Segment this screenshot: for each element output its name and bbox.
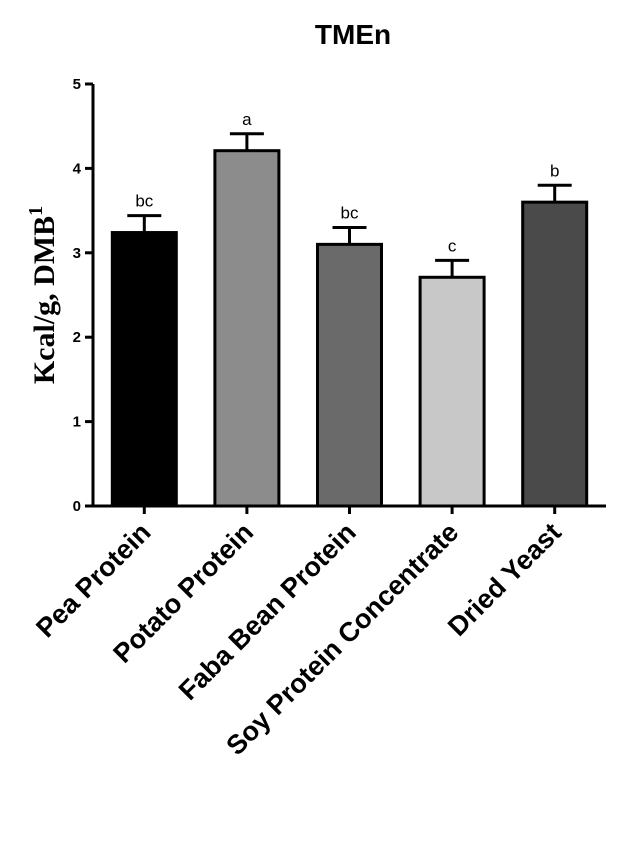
y-axis-label-superscript: 1 — [25, 206, 47, 216]
y-tick-label: 3 — [73, 245, 81, 262]
significance-label: bc — [135, 192, 153, 211]
bar — [110, 231, 178, 508]
y-tick-label: 2 — [73, 329, 81, 346]
significance-label: bc — [341, 203, 359, 222]
bar — [418, 275, 486, 508]
chart-title: TMEn — [315, 19, 391, 50]
significance-label: a — [242, 110, 252, 129]
bar — [213, 149, 281, 508]
y-axis-ticks: 0 1 2 3 4 5 — [73, 76, 93, 515]
bar — [521, 200, 589, 508]
error-bars-group — [127, 132, 572, 278]
y-tick-label: 5 — [73, 76, 81, 93]
y-tick-label: 1 — [73, 414, 81, 431]
y-tick-label: 0 — [73, 498, 81, 515]
category-label: Faba Bean Protein — [173, 517, 362, 706]
significance-labels-group: bc a bc c b — [135, 110, 559, 256]
y-tick-label: 4 — [73, 160, 82, 177]
y-axis-label-text: Kcal/g, DMB — [28, 216, 61, 384]
significance-label: c — [448, 236, 457, 255]
y-axis-label: Kcal/g, DMB1 — [25, 206, 61, 384]
bar — [316, 242, 383, 508]
significance-label: b — [550, 161, 559, 180]
